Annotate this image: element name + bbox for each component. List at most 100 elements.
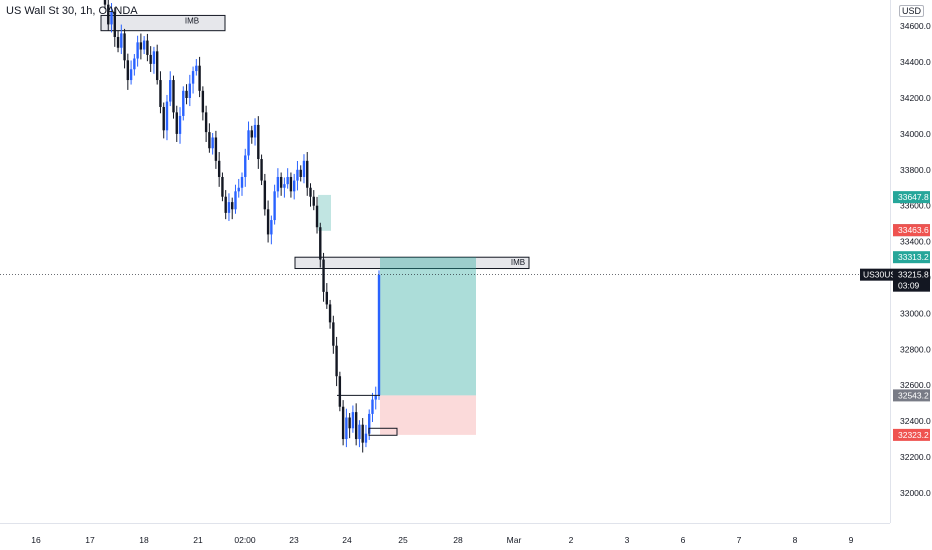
x-tick-label: 7: [737, 535, 742, 545]
candle-body: [191, 71, 195, 84]
price-tag-label: 33463.6: [898, 225, 929, 235]
candle-body: [279, 176, 283, 188]
position-target-zone[interactable]: [380, 257, 476, 396]
y-tick-label: 33600.0: [900, 201, 931, 211]
candle-body: [328, 304, 332, 323]
candle-body: [332, 322, 335, 346]
candle-body: [110, 11, 113, 25]
candle-body: [120, 33, 123, 48]
candle-body: [306, 160, 309, 188]
candle-body: [172, 80, 175, 113]
x-tick-label: 24: [342, 535, 352, 545]
symbol-tag-label: US30USD: [863, 270, 902, 280]
candle-body: [247, 130, 250, 156]
price-tag: [893, 428, 930, 441]
candle-body: [244, 155, 247, 177]
candle-body: [149, 54, 152, 64]
candle-body: [165, 101, 169, 131]
x-tick-label: 17: [85, 535, 95, 545]
countdown-label: 03:09: [898, 281, 920, 291]
price-tag: [893, 224, 930, 237]
candle-body: [253, 124, 257, 138]
x-tick-label: 21: [193, 535, 203, 545]
candle-body: [292, 180, 296, 192]
candle-body: [195, 65, 198, 72]
candle-body: [354, 412, 358, 440]
y-tick-label: 32600.0: [900, 380, 931, 390]
candle-body: [250, 130, 253, 138]
candle-body: [175, 112, 178, 134]
candle-body: [237, 187, 240, 192]
candle-body: [358, 424, 361, 440]
candle-body: [348, 417, 351, 429]
candle-body: [221, 176, 224, 197]
imb-zone[interactable]: [294, 256, 530, 270]
x-tick-label: 2: [569, 535, 574, 545]
x-tick-label: Mar: [507, 535, 522, 545]
candle-body: [296, 169, 299, 181]
current-price-tag: [893, 268, 930, 292]
candle-body: [224, 196, 227, 213]
candle-body: [374, 395, 377, 400]
price-tag: [893, 251, 930, 264]
price-tag-label: 33313.2: [898, 252, 929, 262]
candle-body: [351, 412, 355, 429]
x-tick-label: 28: [453, 535, 463, 545]
candle-body: [139, 42, 143, 50]
candle-body: [335, 345, 338, 377]
candle-body: [377, 274, 381, 396]
currency-label[interactable]: USD: [898, 5, 924, 17]
candle-body: [257, 124, 260, 160]
candle-body: [169, 80, 172, 102]
candle-body: [126, 60, 130, 81]
imb-zone[interactable]: [100, 14, 226, 32]
candle-body: [198, 65, 201, 91]
y-tick-label: 32200.0: [900, 452, 931, 462]
candle-body: [185, 90, 188, 98]
candle-body: [152, 51, 156, 64]
candle-body: [299, 169, 302, 177]
y-tick-label: 33800.0: [900, 165, 931, 175]
fvg-zone: [318, 194, 331, 231]
candle-body: [133, 58, 136, 70]
symbol-tag: [860, 268, 893, 281]
x-tick-label: 02:00: [234, 535, 256, 545]
current-price-label: 33215.8: [898, 270, 929, 280]
candle-body: [123, 33, 126, 61]
candle-body: [214, 137, 218, 161]
x-tick-label: 25: [398, 535, 408, 545]
candle-body: [208, 132, 211, 149]
candle-body: [273, 191, 276, 221]
candle-body: [240, 176, 244, 188]
imb-zone-label: IMB: [185, 16, 199, 25]
candle-body: [364, 433, 368, 443]
stop-box[interactable]: [368, 427, 398, 436]
chart-title: US Wall St 30, 1h, OANDA: [6, 5, 138, 17]
price-tag: [893, 191, 930, 204]
x-tick-label: 9: [849, 535, 854, 545]
candle-body: [155, 51, 159, 81]
price-tag-label: 32543.2: [898, 390, 929, 400]
candle-body: [146, 40, 149, 55]
candle-body: [345, 417, 348, 440]
position-stop-zone[interactable]: [380, 395, 476, 435]
candle-body: [341, 406, 345, 440]
candle-body: [276, 176, 280, 192]
x-tick-label: 6: [681, 535, 686, 545]
candle-body: [136, 42, 139, 59]
y-tick-label: 32400.0: [900, 416, 931, 426]
candle-body: [325, 291, 329, 305]
candle-body: [309, 187, 312, 197]
candle-body: [322, 259, 325, 292]
candle-body: [142, 40, 146, 50]
price-tag: [893, 389, 930, 402]
candle-body: [129, 69, 133, 81]
candle-body: [338, 376, 342, 407]
candle-body: [159, 80, 162, 107]
y-tick-label: 34600.0: [900, 21, 931, 31]
price-tag-label: 33647.8: [898, 192, 929, 202]
x-tick-label: 3: [625, 535, 630, 545]
y-tick-label: 34400.0: [900, 57, 931, 67]
